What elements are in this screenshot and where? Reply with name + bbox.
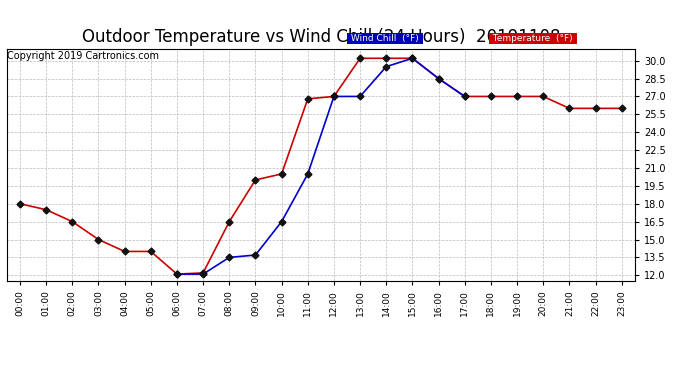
Title: Outdoor Temperature vs Wind Chill (24 Hours)  20191108: Outdoor Temperature vs Wind Chill (24 Ho… (81, 28, 560, 46)
Text: Copyright 2019 Cartronics.com: Copyright 2019 Cartronics.com (7, 51, 159, 61)
Text: Wind Chill  (°F): Wind Chill (°F) (348, 34, 422, 43)
Text: Temperature  (°F): Temperature (°F) (490, 34, 575, 43)
